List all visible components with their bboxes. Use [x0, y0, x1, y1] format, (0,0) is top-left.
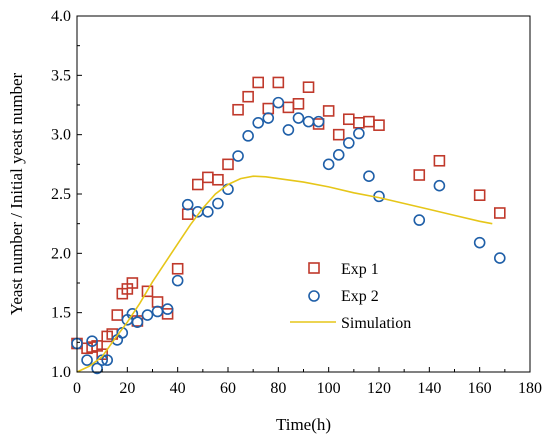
data-point-exp1: [282, 101, 295, 114]
x-tick-label: 60: [220, 380, 236, 397]
data-point-exp1: [292, 98, 305, 110]
data-point-exp2: [141, 309, 154, 321]
legend-label-simulation: Simulation: [341, 315, 411, 332]
x-tick-label: 20: [119, 380, 135, 397]
y-tick-label: 1.0: [51, 364, 71, 381]
data-point-exp2: [342, 137, 355, 149]
data-point-exp1: [272, 76, 285, 89]
data-point-exp2: [363, 170, 375, 182]
x-tick-label: 120: [367, 380, 391, 397]
data-point-exp2: [353, 127, 365, 140]
data-point-exp1: [171, 262, 184, 275]
data-point-exp1: [413, 169, 426, 181]
data-point-exp2: [292, 112, 305, 124]
data-point-exp2: [81, 354, 93, 366]
y-tick-label: 3.0: [51, 127, 71, 144]
data-point-exp1: [302, 81, 315, 93]
data-point-exp2: [161, 303, 174, 315]
data-point-exp2: [232, 150, 244, 162]
data-point-exp1: [332, 128, 345, 141]
y-tick-label: 4.0: [51, 8, 71, 25]
data-point-exp2: [272, 96, 285, 109]
y-axis-ticks: 1.0 1.5 2.0 2.5 3.0 3.5 4.0: [51, 8, 82, 381]
data-point-exp1: [242, 90, 254, 103]
x-axis-ticks: 0 20 40 60 80 100 120 140 160 180: [73, 367, 542, 397]
legend: Exp 1 Exp 2 Simulation: [290, 261, 411, 332]
data-point-exp1: [141, 285, 154, 298]
x-tick-label: 80: [270, 380, 286, 397]
data-point-exp1: [202, 171, 214, 184]
data-point-exp2: [493, 252, 506, 264]
data-point-exp2: [151, 305, 164, 318]
data-point-exp1: [232, 103, 244, 116]
data-point-exp1: [126, 277, 139, 289]
data-point-exp2: [433, 179, 446, 192]
y-axis-title: Yeast number / Initial yeast number: [7, 72, 26, 315]
legend-label-exp1: Exp 1: [341, 261, 379, 278]
y-tick-label: 1.5: [51, 305, 71, 322]
data-point-exp1: [212, 173, 224, 186]
data-point-exp2: [181, 198, 194, 211]
data-point-exp2: [242, 130, 254, 142]
data-point-exp2: [101, 354, 113, 366]
data-point-exp2: [222, 183, 234, 196]
data-point-exp2: [86, 335, 98, 347]
data-point-exp2: [126, 308, 139, 320]
data-point-exp1: [192, 178, 204, 191]
y-tick-label: 3.5: [51, 67, 71, 84]
data-point-exp1: [262, 102, 275, 115]
data-point-exp2: [413, 214, 426, 226]
data-point-exp1: [433, 154, 446, 167]
data-point-exp1: [342, 113, 355, 126]
data-point-exp1: [473, 189, 486, 201]
data-point-exp2: [312, 115, 325, 128]
data-point-exp2: [322, 158, 335, 171]
data-point-exp1: [353, 117, 365, 129]
x-tick-label: 160: [468, 380, 492, 397]
data-point-exp2: [91, 362, 103, 375]
legend-label-exp2: Exp 2: [341, 288, 379, 305]
x-axis-title: Time(h): [276, 415, 331, 434]
data-point-exp2: [332, 149, 345, 161]
data-point-exp1: [363, 115, 375, 128]
data-point-exp2: [262, 112, 275, 124]
y-tick-label: 2.0: [51, 245, 71, 262]
x-tick-label: 0: [73, 380, 81, 397]
legend-marker-exp1: [308, 262, 320, 274]
x-tick-label: 40: [170, 380, 186, 397]
data-point-exp2: [302, 115, 315, 128]
data-point-exp2: [171, 274, 184, 287]
y-tick-label: 2.5: [51, 186, 71, 203]
x-tick-label: 100: [317, 380, 341, 397]
legend-marker-exp2: [308, 290, 320, 302]
data-point-exp2: [212, 197, 224, 210]
data-point-exp2: [131, 316, 144, 328]
data-point-exp1: [493, 207, 506, 219]
data-point-exp1: [111, 309, 124, 321]
data-point-exp2: [202, 206, 214, 218]
data-point-exp2: [252, 117, 265, 129]
data-point-exp1: [181, 208, 194, 220]
x-tick-label: 180: [518, 380, 542, 397]
plot-content: [71, 76, 506, 375]
data-point-exp2: [282, 124, 295, 136]
data-point-exp1: [373, 119, 385, 131]
data-point-exp1: [322, 105, 335, 117]
data-point-exp1: [222, 158, 234, 171]
data-point-exp2: [473, 236, 486, 249]
series-line-simulation: [76, 175, 493, 373]
x-tick-label: 140: [417, 380, 441, 397]
data-point-exp1: [151, 296, 164, 308]
data-point-exp1: [252, 76, 264, 89]
